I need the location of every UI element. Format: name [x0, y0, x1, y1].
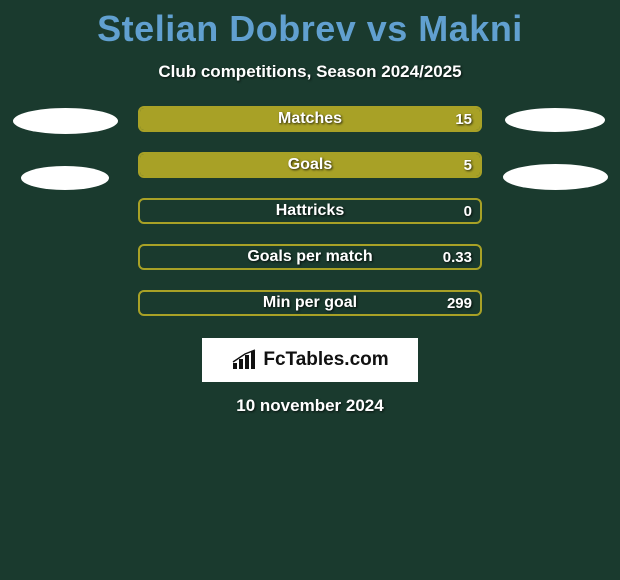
subtitle: Club competitions, Season 2024/2025: [0, 62, 620, 82]
stat-bar-matches: Matches 15: [138, 106, 482, 132]
brand-link[interactable]: FcTables.com: [202, 338, 418, 382]
stat-bar-goals: Goals 5: [138, 152, 482, 178]
bar-chart-icon: [231, 349, 257, 371]
stat-label: Goals per match: [140, 246, 480, 268]
date-text: 10 november 2024: [0, 396, 620, 416]
stat-bar-fill: [140, 108, 480, 130]
avatar-placeholder: [503, 164, 608, 190]
stat-value: 299: [447, 292, 472, 314]
left-avatar-column: [10, 106, 120, 190]
stat-bar-hattricks: Hattricks 0: [138, 198, 482, 224]
stats-bars: Matches 15 Goals 5 Hattricks 0 Goals per…: [138, 106, 482, 316]
avatar-placeholder: [21, 166, 109, 190]
stat-bar-min-per-goal: Min per goal 299: [138, 290, 482, 316]
stat-label: Min per goal: [140, 292, 480, 314]
brand-text: FcTables.com: [263, 349, 388, 371]
page-title: Stelian Dobrev vs Makni: [0, 0, 620, 50]
stat-value: 0.33: [443, 246, 472, 268]
stat-bar-goals-per-match: Goals per match 0.33: [138, 244, 482, 270]
stat-value: 0: [464, 200, 472, 222]
stat-label: Hattricks: [140, 200, 480, 222]
content-row: Matches 15 Goals 5 Hattricks 0 Goals per…: [0, 106, 620, 316]
stat-bar-fill: [140, 154, 480, 176]
avatar-placeholder: [13, 108, 118, 134]
right-avatar-column: [500, 106, 610, 190]
avatar-placeholder: [505, 108, 605, 132]
